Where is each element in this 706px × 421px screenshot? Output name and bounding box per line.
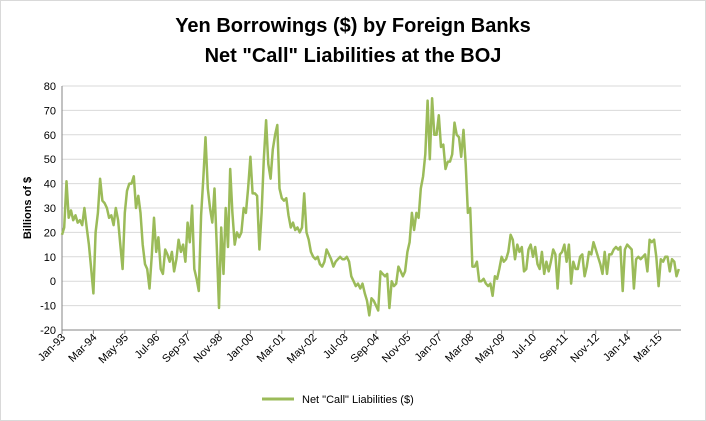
y-tick-label: 70 xyxy=(44,105,56,117)
x-tick-label: Sep-97 xyxy=(160,332,194,366)
y-tick-label: 50 xyxy=(44,154,56,166)
x-tick-label: Nov-98 xyxy=(192,332,226,366)
x-tick-label: Nov-05 xyxy=(380,332,414,366)
legend: Net "Call" Liabilities ($) xyxy=(262,394,414,406)
y-tick-label: -20 xyxy=(40,325,56,337)
x-tick-label: Jul-10 xyxy=(509,332,539,362)
x-tick-label: Mar-01 xyxy=(255,332,288,365)
x-tick-label: Jul-03 xyxy=(321,332,351,362)
series-line xyxy=(60,96,680,317)
series-layer xyxy=(60,96,680,317)
x-tick-label: Jan-14 xyxy=(601,332,633,364)
y-tick-label: 30 xyxy=(44,203,56,215)
x-tick-label: May-09 xyxy=(473,332,507,366)
y-axis-label: Billions of $ xyxy=(22,177,34,239)
axes xyxy=(61,86,681,334)
x-tick-label: May-02 xyxy=(285,332,319,366)
y-tick-label: -10 xyxy=(40,301,56,313)
y-tick-label: 80 xyxy=(44,81,56,93)
x-tick-label: Sep-04 xyxy=(349,332,383,366)
gridlines xyxy=(62,85,681,331)
chart-title-line-1: Yen Borrowings ($) by Foreign Banks xyxy=(175,15,531,37)
x-tick-label: Jul-96 xyxy=(133,332,163,362)
x-tick-label: Sep-11 xyxy=(538,332,571,365)
chart-title-line-2: Net "Call" Liabilities at the BOJ xyxy=(205,45,502,67)
y-tick-label: 20 xyxy=(44,227,56,239)
x-tick-label: Mar-08 xyxy=(443,332,476,365)
x-tick-label: Mar-15 xyxy=(632,332,665,365)
x-tick-label: Jan-07 xyxy=(413,332,445,364)
x-tick-label: May-95 xyxy=(96,332,130,366)
x-tick-label: Mar-94 xyxy=(66,332,99,365)
y-tick-label: 0 xyxy=(50,276,56,288)
y-tick-label: 60 xyxy=(44,130,56,142)
x-tick-label: Jan-00 xyxy=(224,332,256,364)
legend-entry-label: Net "Call" Liabilities ($) xyxy=(302,394,414,406)
y-tick-label: 10 xyxy=(44,252,56,264)
y-tick-label: 40 xyxy=(44,179,56,191)
y-axis-tick-labels: -20 -10 0 10 20 30 40 50 60 70 80 xyxy=(40,81,56,337)
x-tick-label: Nov-12 xyxy=(568,332,602,366)
